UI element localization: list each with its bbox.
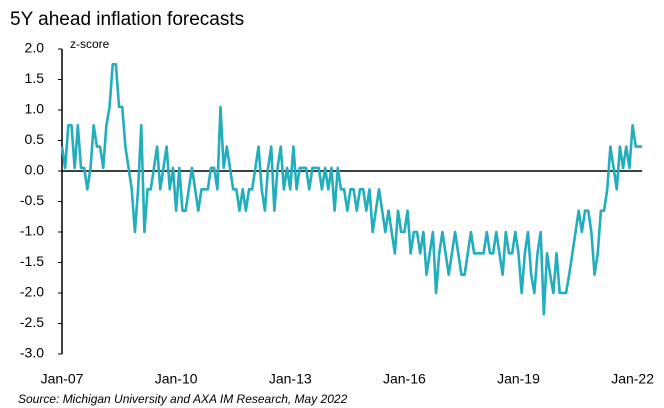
y-tick-label: -3.0 — [20, 345, 44, 361]
y-tick-label: -0.5 — [20, 192, 44, 208]
y-tick-label: -2.0 — [20, 284, 44, 300]
y-tick-label: -1.5 — [20, 253, 44, 269]
x-tick-label: Jan-13 — [269, 371, 312, 387]
chart-title: 5Y ahead inflation forecasts — [10, 9, 244, 30]
y-axis-label: z-score — [70, 37, 110, 51]
y-tick-label: 2.0 — [25, 40, 45, 56]
x-tick-label: Jan-10 — [155, 371, 198, 387]
y-tick-label: 1.5 — [25, 70, 45, 86]
y-tick-label: 1.0 — [25, 101, 45, 117]
y-tick-label: -2.5 — [20, 314, 44, 330]
data-line — [60, 62, 643, 316]
y-tick-label: 0.0 — [25, 162, 45, 178]
x-tick-label: Jan-22 — [611, 371, 654, 387]
source-note: Source: Michigan University and AXA IM R… — [18, 392, 348, 406]
y-tick-label: 0.5 — [25, 131, 45, 147]
x-tick-label: Jan-16 — [383, 371, 426, 387]
x-tick-label: Jan-07 — [41, 371, 84, 387]
y-tick-label: -1.0 — [20, 223, 44, 239]
x-tick-label: Jan-19 — [497, 371, 540, 387]
